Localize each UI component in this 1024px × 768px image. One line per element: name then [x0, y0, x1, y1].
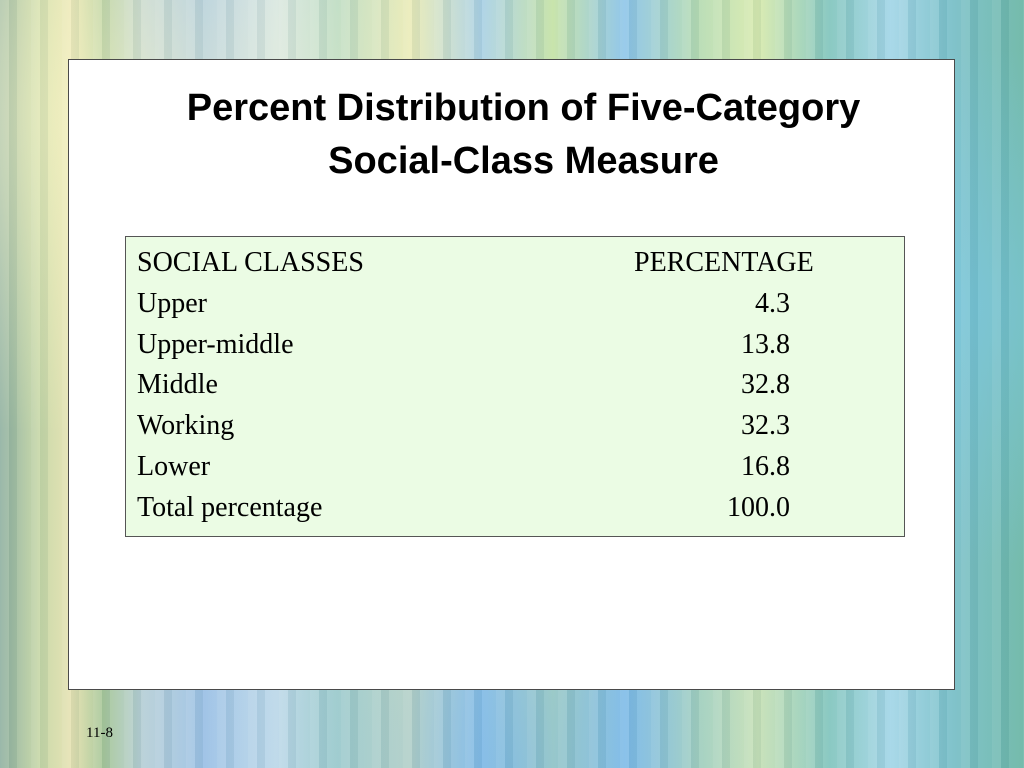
slide-title: Percent Distribution of Five-Category So… [69, 82, 954, 188]
total-label: Total percentage [137, 491, 323, 523]
row-percentage: 13.8 [741, 328, 790, 360]
row-label: Working [137, 410, 235, 442]
slide-content-panel: Percent Distribution of Five-Category So… [68, 59, 955, 690]
row-percentage: 32.8 [741, 369, 790, 401]
table-header-row: SOCIAL CLASSES PERCENTAGE [137, 243, 878, 284]
table-row: Working 32.3 [137, 406, 878, 447]
row-percentage: 16.8 [741, 450, 790, 482]
header-social-classes: SOCIAL CLASSES [137, 247, 364, 278]
header-percentage: PERCENTAGE [634, 247, 814, 278]
total-percentage: 100.0 [727, 491, 790, 523]
social-class-table: SOCIAL CLASSES PERCENTAGE Upper 4.3 Uppe… [137, 243, 878, 529]
slide-title-line-2: Social-Class Measure [328, 140, 719, 182]
slide-number: 11-8 [86, 725, 113, 741]
social-class-table-box: SOCIAL CLASSES PERCENTAGE Upper 4.3 Uppe… [125, 236, 905, 537]
row-label: Lower [137, 450, 211, 482]
row-percentage: 4.3 [755, 287, 790, 319]
row-label: Middle [137, 369, 218, 401]
table-total-row: Total percentage 100.0 [137, 488, 878, 529]
row-percentage: 32.3 [741, 410, 790, 442]
table-row: Lower 16.8 [137, 447, 878, 488]
table-row: Middle 32.8 [137, 365, 878, 406]
table-row: Upper-middle 13.8 [137, 325, 878, 366]
row-label: Upper-middle [137, 328, 294, 360]
row-label: Upper [137, 287, 207, 319]
table-row: Upper 4.3 [137, 284, 878, 325]
slide-title-line-1: Percent Distribution of Five-Category [186, 87, 861, 129]
